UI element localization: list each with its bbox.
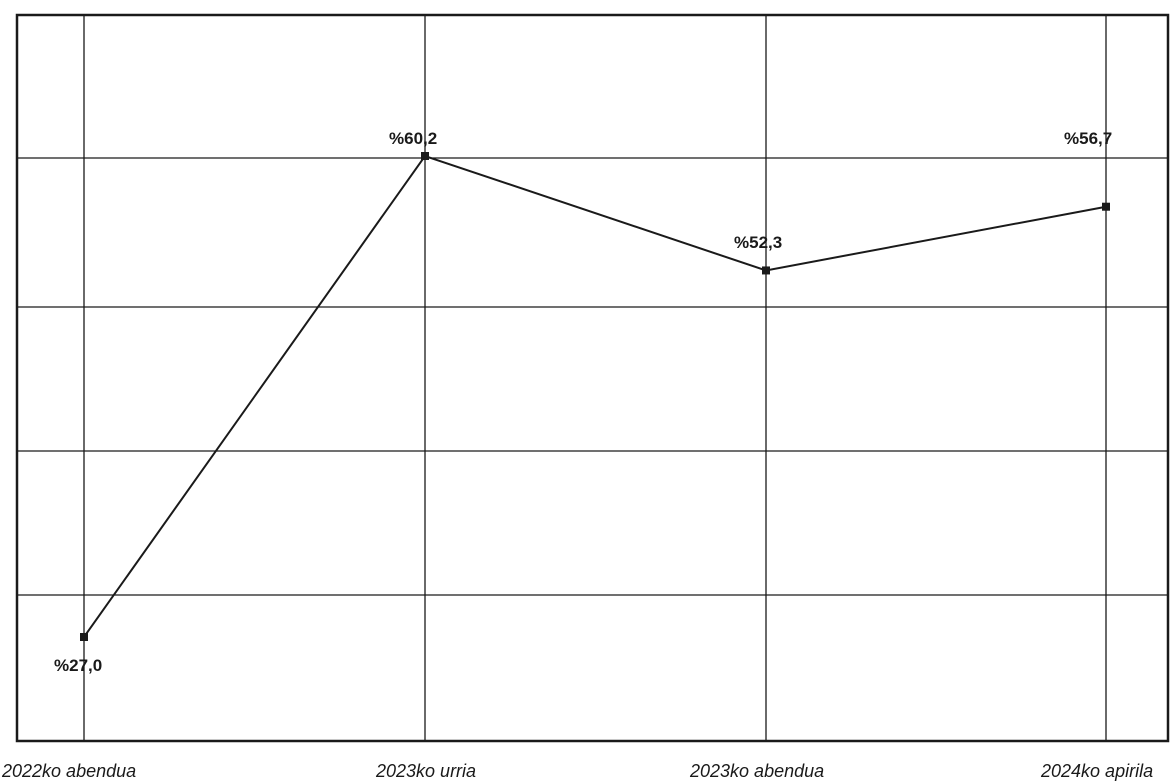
series-line (83, 154, 1107, 638)
x-tick-label-0: 2022ko abendua (1, 761, 136, 781)
data-point-3 (1102, 202, 1110, 211)
data-markers (80, 152, 1110, 641)
data-label-3: %56,7 (1064, 129, 1112, 148)
x-tick-labels: 2022ko abendua 2023ko urria 2023ko abend… (1, 761, 1153, 781)
plot-frame (15, 13, 1170, 743)
x-tick-label-3: 2024ko apirila (1040, 761, 1153, 781)
horizontal-gridlines (17, 157, 1168, 596)
x-tick-label-1: 2023ko urria (375, 761, 476, 781)
data-label-1: %60,2 (389, 129, 437, 148)
data-labels: %27,0 %60,2 %52,3 %56,7 (54, 129, 1112, 675)
data-label-0: %27,0 (54, 656, 102, 675)
data-label-2: %52,3 (734, 233, 782, 252)
data-point-2 (762, 266, 770, 275)
data-point-1 (421, 152, 429, 160)
x-tick-label-2: 2023ko abendua (689, 761, 824, 781)
data-point-0 (80, 633, 88, 641)
vertical-gridlines (83, 15, 1107, 741)
